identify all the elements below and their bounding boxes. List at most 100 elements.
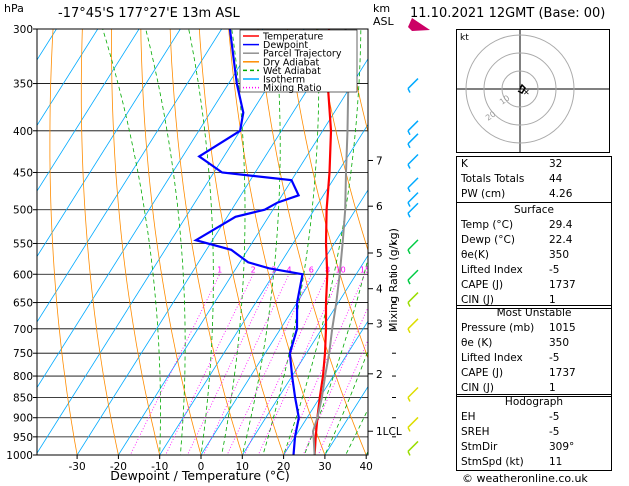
temperature-tick-label: 0: [198, 461, 205, 473]
index-pw-label: PW (cm): [461, 188, 506, 200]
wind-barb-staff: [407, 177, 419, 189]
mu-pressure-label: Pressure (mb): [461, 322, 535, 334]
surface-cin-value: 1: [549, 294, 556, 306]
hodograph: kt 10 20 ✕: [456, 29, 610, 153]
mixing-ratio-line: [283, 274, 366, 455]
stmdir-value: 309°: [549, 441, 575, 453]
wind-barb-flag: [407, 427, 411, 432]
surface-cape-label: CAPE (J): [461, 279, 504, 291]
surface-dewp-value: 22.4: [549, 234, 573, 246]
dry-adiabat-line: [286, 29, 368, 360]
wind-barb-flag: [407, 143, 411, 149]
plot-frame: [36, 28, 369, 456]
wind-barb-flag: [407, 302, 411, 307]
most-unstable-box: Most Unstable Pressure (mb) 1015 θe (K) 35…: [456, 305, 612, 397]
height-km-label: 7: [376, 155, 383, 167]
dry-adiabat-line: [257, 29, 367, 455]
dry-adiabat-line: [80, 29, 119, 455]
pressure-tick-label: 650: [13, 298, 33, 310]
isotherm-line: [241, 254, 368, 455]
surface-title: Surface: [513, 204, 554, 216]
x-axis-title: Dewpoint / Temperature (°C): [110, 468, 289, 483]
wind-barb-staff: [407, 153, 419, 166]
copyright-footer: © weatheronline.co.uk: [462, 472, 588, 485]
index-k-label: K: [461, 158, 468, 170]
most-unstable-title: Most Unstable: [496, 307, 572, 319]
legend-box: [239, 29, 358, 93]
index-tt-value: 44: [549, 173, 563, 185]
sreh-value: -5: [549, 426, 560, 438]
pressure-tick-label: 550: [13, 238, 33, 250]
skewt-axes: 3003504004505005506006507007508008509009…: [6, 24, 402, 473]
wind-barb-staff: [407, 269, 419, 281]
isotherm-line: [37, 29, 181, 258]
height-km-label: 3: [376, 319, 383, 331]
mu-cin-value: 1: [549, 382, 556, 394]
stmdir-label: StmDir: [461, 441, 498, 453]
isotherm-line: [37, 29, 223, 323]
mu-cape-label: CAPE (J): [461, 367, 504, 379]
pressure-tick-label: 350: [13, 79, 33, 91]
indices-box: K 32 Totals Totals 44 PW (cm) 4.26: [456, 156, 612, 203]
wet-adiabat-line: [283, 29, 362, 455]
pressure-tick-label: 500: [13, 205, 33, 217]
surface-thetae-label: θe(K): [461, 249, 489, 261]
isotherm-line: [37, 29, 140, 192]
isotherm-line: [324, 385, 368, 455]
mixing-ratio-line: [302, 306, 368, 455]
mixing-ratio-label: 1: [217, 265, 222, 274]
dry-adiabat-line: [198, 29, 285, 455]
surface-li-value: -5: [549, 264, 560, 276]
wind-barb-flag: [407, 451, 411, 456]
mu-thetae-value: 350: [549, 337, 570, 349]
surface-temp-label: Temp (°C): [461, 219, 514, 231]
dry-adiabat-line: [49, 29, 78, 455]
wet-adiabat-line: [221, 29, 246, 455]
mixing-ratio-label: 2: [251, 265, 256, 274]
mu-li-value: -5: [549, 352, 560, 364]
mu-thetae-label: θe (K): [461, 337, 493, 349]
pressure-tick-label: 300: [13, 24, 33, 36]
wind-barb-flag: [407, 279, 411, 285]
wind-barb-flag: [407, 88, 411, 93]
hodograph-indices-box: Hodograph EH -5 SREH -5 StmDir 309° StmSpd …: [456, 394, 612, 471]
stmspd-value: 11: [549, 456, 563, 468]
surface-dewp-label: Dewp (°C): [461, 234, 515, 246]
pressure-tick-label: 700: [13, 324, 33, 336]
datetime-title: 11.10.2021 12GMT (Base: 00): [410, 6, 606, 21]
pressure-tick-label: 400: [13, 126, 33, 138]
wind-barbs: [407, 18, 430, 456]
height-km-label: 2: [376, 369, 383, 381]
wet-adiabat-line: [324, 349, 368, 455]
skewt-series: 1 2 3 4 6 8 10 15 20 25: [193, 29, 368, 455]
asl-unit-label: ASL: [373, 15, 394, 28]
hodograph-unit: kt: [460, 33, 469, 43]
wind-barb-flag: [407, 164, 411, 169]
dry-adiabat-line: [316, 29, 368, 252]
isotherm-line: [37, 29, 99, 127]
legend-label: Dewpoint: [263, 40, 308, 51]
mixing-ratio-label: 6: [309, 265, 314, 274]
isotherm-line: [159, 123, 368, 455]
wind-barb-staff: [407, 239, 419, 251]
wet-adiabat-line: [188, 29, 214, 455]
pressure-tick-label: 1000: [6, 450, 33, 462]
series-dewpoint: [193, 29, 304, 455]
wind-barb-flag: [407, 249, 411, 255]
height-km-label: 6: [376, 201, 383, 213]
series-parcel-trajectory: [311, 29, 350, 455]
pressure-tick-label: 800: [13, 371, 33, 383]
sreh-label: SREH: [461, 426, 490, 438]
height-km-label: 4: [376, 284, 383, 296]
surface-temp-value: 29.4: [549, 219, 573, 231]
legend-label: Temperature: [262, 32, 323, 43]
hodograph-trace: [517, 83, 526, 94]
wind-barb-flag: [407, 397, 411, 402]
stmspd-label: StmSpd (kt): [461, 456, 524, 468]
wind-barb-staff: [407, 292, 419, 304]
hodograph-box-title: Hodograph: [504, 396, 564, 408]
temperature-tick-label: -10: [151, 461, 168, 473]
temperature-tick-label: 20: [277, 461, 290, 473]
